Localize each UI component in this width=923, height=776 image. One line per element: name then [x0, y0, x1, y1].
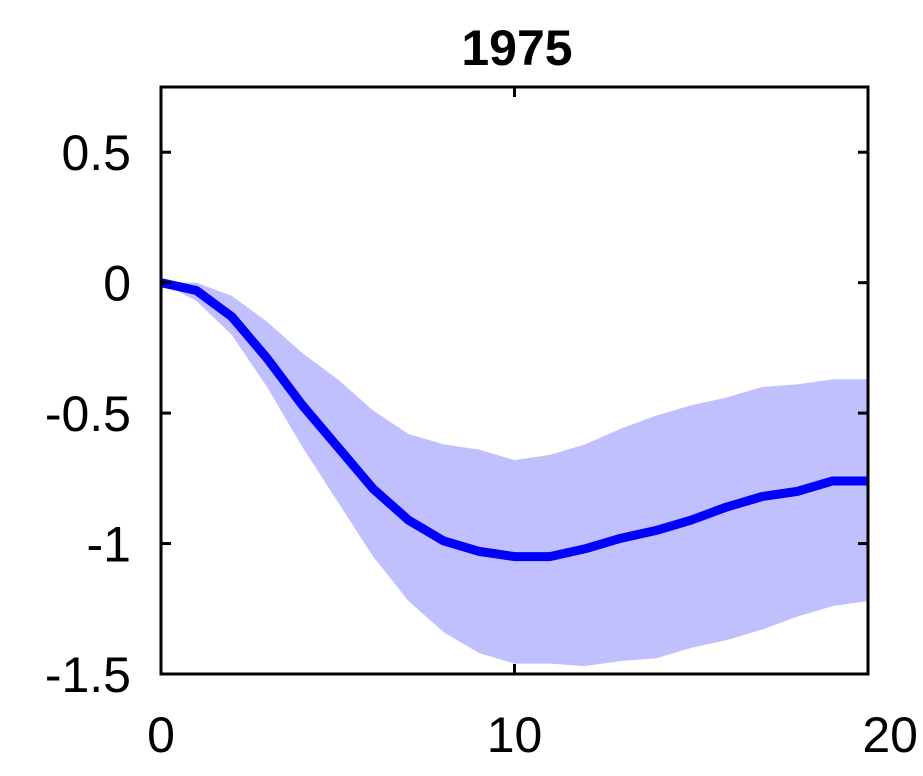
x-tick-label: 10: [487, 707, 543, 763]
chart-title: 1975: [461, 20, 572, 76]
x-tick-label: 20: [862, 707, 918, 763]
confidence-band: [161, 282, 868, 667]
y-tick-label: -0.5: [45, 386, 131, 442]
y-tick-label: 0: [103, 256, 131, 312]
series-line: [160, 278, 868, 562]
x-tick-label: 0: [147, 707, 175, 763]
y-tick-label: -1.5: [45, 647, 131, 703]
tick-labels: 0 10 20 0.5 0 -0.5 -1 -1.5: [45, 125, 918, 763]
y-tick-label: -1: [87, 517, 131, 573]
y-tick-label: 0.5: [61, 125, 131, 181]
axis-ticks: [159, 87, 870, 676]
